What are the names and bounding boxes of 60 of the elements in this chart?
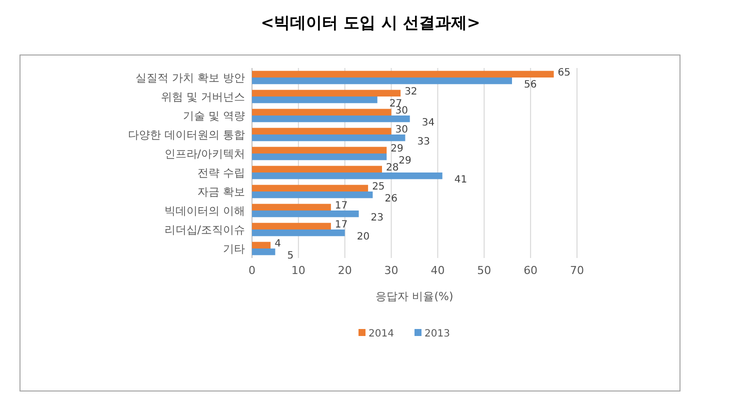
- bar: [252, 248, 276, 256]
- bar: [252, 116, 410, 122]
- data-label: 20: [356, 231, 370, 242]
- legend-label: 2013: [424, 328, 450, 340]
- legend-label: 2014: [368, 328, 394, 340]
- data-label: 25: [372, 182, 385, 193]
- data-label: 5: [287, 250, 294, 262]
- bar: [252, 210, 359, 218]
- bar: [252, 166, 382, 172]
- data-label: 26: [384, 193, 398, 204]
- x-tick-label: 10: [291, 264, 306, 277]
- y-tick-label: 위험 및 거버넌스: [161, 90, 245, 104]
- data-label: 30: [395, 124, 408, 136]
- bar: [252, 70, 554, 78]
- x-tick-label: 0: [248, 264, 256, 277]
- data-label: 23: [370, 212, 384, 224]
- data-label: 29: [390, 144, 404, 155]
- bar: [252, 154, 387, 160]
- y-tick-label: 실질적 가치 확보 방안: [136, 71, 245, 84]
- data-label: 41: [454, 174, 468, 186]
- data-label: 32: [404, 86, 418, 98]
- bar: [252, 128, 392, 134]
- data-label: 4: [274, 238, 281, 250]
- data-label: 17: [334, 200, 348, 212]
- data-label: 33: [417, 136, 430, 148]
- bar: [252, 108, 392, 116]
- data-label: 29: [398, 155, 412, 166]
- y-tick-label: 전략 수립: [198, 166, 245, 180]
- y-tick-label: 리더십/조직이슈: [164, 223, 245, 236]
- y-tick-label: 빅데이터의 이해: [164, 204, 245, 218]
- x-tick-label: 70: [570, 264, 584, 277]
- bar: [252, 78, 512, 84]
- y-tick-label: 다양한 데이터원의 통합: [128, 128, 245, 142]
- bar: [252, 242, 271, 248]
- y-tick-label: 인프라/아키텍처: [164, 147, 245, 160]
- bar: [252, 222, 331, 230]
- x-axis-title: 응답자 비율(%): [376, 290, 454, 303]
- data-label: 28: [386, 162, 399, 174]
- bar: [252, 96, 378, 104]
- x-tick-label: 60: [524, 264, 538, 277]
- bar: [252, 90, 401, 96]
- y-tick-label: 기술 및 역량: [183, 109, 245, 122]
- data-label: 56: [524, 79, 537, 90]
- y-tick-label: 자금 확보: [198, 185, 245, 198]
- bar: [252, 184, 368, 192]
- chart-title: <빅데이터 도입 시 선결과제>: [260, 13, 480, 32]
- x-tick-label: 40: [430, 264, 445, 277]
- data-label: 17: [334, 220, 348, 231]
- bar: [252, 146, 387, 154]
- data-label: 34: [422, 117, 435, 128]
- bar: [252, 204, 331, 210]
- bar: [252, 134, 406, 142]
- x-tick-label: 20: [338, 264, 352, 277]
- data-label: 65: [558, 68, 571, 79]
- bar: [252, 172, 442, 180]
- x-tick-label: 50: [477, 264, 492, 277]
- x-tick-label: 30: [384, 264, 398, 277]
- bar: [252, 192, 373, 198]
- bar: [252, 230, 345, 236]
- y-tick-label: 기타: [223, 242, 245, 256]
